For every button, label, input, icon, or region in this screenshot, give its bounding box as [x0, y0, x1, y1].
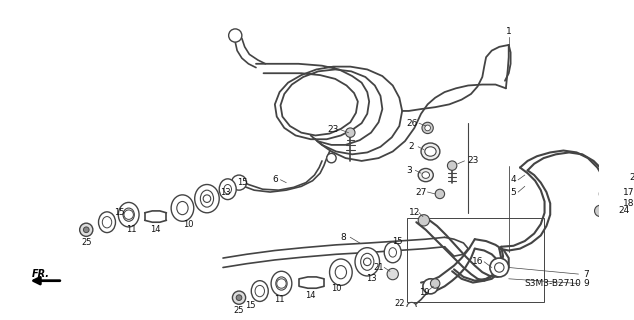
Text: 11: 11	[126, 225, 137, 234]
Ellipse shape	[425, 147, 436, 156]
Circle shape	[599, 188, 611, 200]
Text: 13: 13	[221, 188, 231, 196]
Ellipse shape	[98, 212, 115, 233]
Ellipse shape	[335, 266, 347, 279]
Circle shape	[80, 223, 93, 236]
Ellipse shape	[361, 253, 374, 270]
Circle shape	[327, 153, 336, 163]
Circle shape	[418, 215, 429, 226]
Ellipse shape	[123, 208, 134, 221]
Text: 11: 11	[275, 295, 285, 304]
Text: 6: 6	[272, 175, 278, 184]
Text: 15: 15	[245, 301, 256, 310]
Ellipse shape	[171, 195, 194, 221]
Ellipse shape	[421, 143, 440, 160]
Circle shape	[229, 29, 242, 42]
Ellipse shape	[102, 217, 112, 228]
Text: 27: 27	[415, 188, 427, 196]
Text: 4: 4	[510, 175, 516, 184]
Ellipse shape	[251, 281, 268, 301]
Ellipse shape	[276, 277, 287, 290]
Text: 14: 14	[150, 225, 160, 234]
Text: 13: 13	[366, 274, 377, 283]
Text: 3: 3	[406, 166, 411, 175]
Text: 10: 10	[331, 284, 341, 293]
Text: 7: 7	[583, 269, 589, 279]
Ellipse shape	[389, 248, 396, 257]
Circle shape	[124, 210, 133, 220]
Text: 23: 23	[328, 125, 339, 134]
Text: 15: 15	[392, 236, 403, 245]
Text: 26: 26	[406, 119, 417, 128]
Circle shape	[236, 295, 242, 300]
Text: 20: 20	[630, 173, 634, 182]
Circle shape	[425, 125, 430, 131]
Circle shape	[387, 268, 398, 280]
Ellipse shape	[195, 185, 219, 213]
Text: 25: 25	[234, 306, 244, 316]
Circle shape	[233, 291, 245, 304]
Text: 23: 23	[467, 156, 479, 165]
Text: 21: 21	[373, 263, 384, 272]
Text: 16: 16	[472, 257, 483, 266]
Text: 14: 14	[306, 291, 316, 300]
Circle shape	[203, 195, 210, 203]
Ellipse shape	[418, 168, 433, 182]
Circle shape	[595, 205, 606, 217]
Ellipse shape	[271, 271, 292, 296]
Circle shape	[495, 263, 504, 272]
Text: 18: 18	[623, 199, 634, 208]
Ellipse shape	[355, 248, 380, 276]
Text: 24: 24	[618, 206, 630, 215]
Ellipse shape	[119, 203, 139, 227]
Ellipse shape	[330, 259, 352, 285]
Circle shape	[423, 279, 438, 294]
Ellipse shape	[422, 172, 429, 178]
Circle shape	[422, 122, 433, 133]
Text: 19: 19	[418, 288, 429, 298]
Bar	[407, 218, 543, 302]
Circle shape	[363, 258, 371, 266]
Text: S3M3-B2710: S3M3-B2710	[524, 279, 581, 288]
Text: 12: 12	[409, 208, 420, 217]
Ellipse shape	[224, 185, 231, 194]
Ellipse shape	[177, 202, 188, 215]
Ellipse shape	[219, 179, 236, 200]
Text: 10: 10	[183, 220, 193, 228]
Circle shape	[407, 302, 417, 312]
Text: 5: 5	[510, 188, 516, 196]
Text: 17: 17	[623, 188, 634, 196]
Circle shape	[448, 161, 457, 170]
Circle shape	[607, 174, 618, 186]
Circle shape	[346, 128, 355, 137]
Text: 8: 8	[340, 233, 346, 242]
Text: 9: 9	[583, 279, 589, 288]
Text: FR.: FR.	[32, 269, 50, 279]
Ellipse shape	[200, 190, 214, 207]
Ellipse shape	[255, 285, 264, 297]
Text: 25: 25	[81, 238, 91, 247]
Circle shape	[231, 175, 247, 190]
Text: 1: 1	[506, 27, 512, 36]
Text: 22: 22	[394, 299, 404, 308]
Circle shape	[84, 227, 89, 233]
Circle shape	[430, 279, 440, 288]
Text: 15: 15	[236, 178, 247, 187]
Text: 15: 15	[114, 208, 124, 217]
Circle shape	[490, 258, 508, 277]
Circle shape	[277, 279, 286, 288]
Circle shape	[435, 189, 444, 199]
Ellipse shape	[384, 242, 401, 263]
Text: 2: 2	[409, 142, 415, 151]
